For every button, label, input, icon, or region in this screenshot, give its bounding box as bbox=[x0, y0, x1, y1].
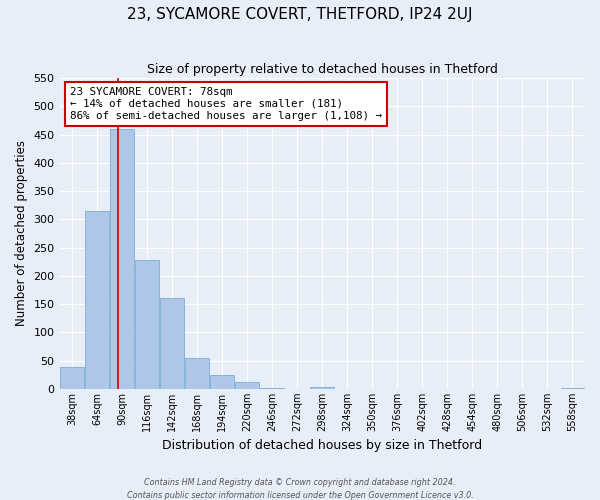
Bar bbox=[160, 298, 184, 389]
Bar bbox=[210, 375, 234, 389]
Bar bbox=[310, 387, 334, 389]
Bar bbox=[85, 211, 109, 389]
Bar bbox=[235, 382, 259, 389]
Text: Contains HM Land Registry data © Crown copyright and database right 2024.
Contai: Contains HM Land Registry data © Crown c… bbox=[127, 478, 473, 500]
Title: Size of property relative to detached houses in Thetford: Size of property relative to detached ho… bbox=[147, 62, 498, 76]
Bar bbox=[60, 368, 84, 389]
Bar bbox=[135, 260, 159, 389]
Bar bbox=[185, 358, 209, 389]
Bar bbox=[260, 388, 284, 389]
X-axis label: Distribution of detached houses by size in Thetford: Distribution of detached houses by size … bbox=[162, 440, 482, 452]
Bar bbox=[110, 129, 134, 389]
Bar bbox=[560, 388, 584, 389]
Text: 23 SYCAMORE COVERT: 78sqm
← 14% of detached houses are smaller (181)
86% of semi: 23 SYCAMORE COVERT: 78sqm ← 14% of detac… bbox=[70, 88, 382, 120]
Text: 23, SYCAMORE COVERT, THETFORD, IP24 2UJ: 23, SYCAMORE COVERT, THETFORD, IP24 2UJ bbox=[127, 8, 473, 22]
Y-axis label: Number of detached properties: Number of detached properties bbox=[15, 140, 28, 326]
